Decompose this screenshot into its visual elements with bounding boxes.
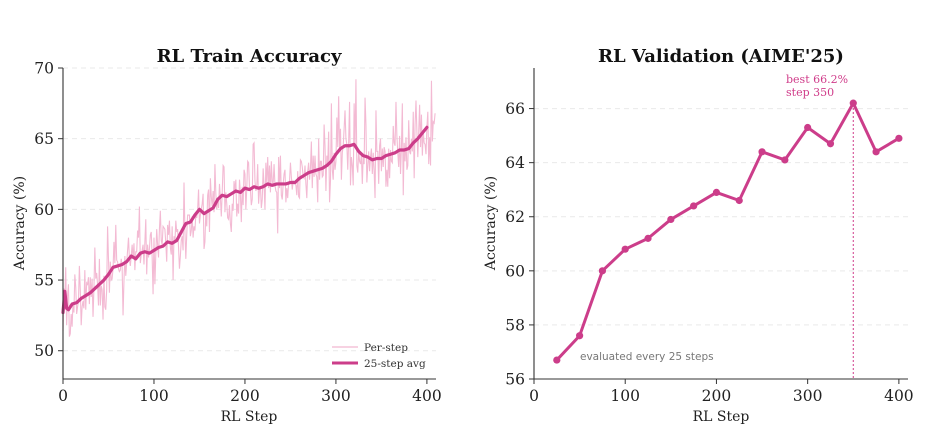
- legend-per-step-label: Per-step: [364, 342, 408, 354]
- validation-line: [555, 101, 900, 362]
- right-y-ticks: 56 58 60 62 64 66: [505, 100, 534, 389]
- validation-point: [758, 148, 766, 156]
- right-ytick-label: 64: [505, 154, 525, 172]
- left-grid: [63, 67, 436, 352]
- validation-point: [553, 356, 561, 364]
- legend-avg-label: 25-step avg: [364, 358, 426, 370]
- right-ytick-label: 66: [505, 100, 525, 118]
- validation-point: [576, 332, 584, 340]
- right-xtick-label: 300: [793, 387, 823, 405]
- left-xtick-label: 400: [412, 387, 442, 405]
- right-ytick-label: 60: [505, 262, 525, 280]
- right-ytick-label: 56: [505, 371, 525, 389]
- left-avg-series: [61, 125, 429, 315]
- left-per-step-series: [62, 79, 436, 337]
- left-ytick-label: 65: [34, 130, 54, 148]
- best-annotation-line2: step 350: [786, 86, 834, 99]
- validation-point: [598, 267, 607, 275]
- right-x-ticks: 0 100 200 300 400: [529, 379, 914, 405]
- validation-point: [667, 215, 675, 224]
- left-ytick-label: 50: [34, 342, 54, 360]
- left-y-ticks: 50 55 60 65 70: [34, 60, 63, 360]
- right-xtick-label: 400: [884, 387, 914, 405]
- right-series: [553, 99, 903, 364]
- left-legend: Per-step 25-step avg: [332, 342, 426, 370]
- left-title: RL Train Accuracy: [157, 46, 342, 67]
- left-axes: [62, 68, 436, 380]
- validation-point: [849, 99, 857, 107]
- best-annotation-line1: best 66.2%: [786, 73, 848, 86]
- validation-point: [712, 188, 721, 196]
- eval-frequency-note: evaluated every 25 steps: [580, 351, 714, 363]
- left-ytick-label: 70: [34, 60, 54, 78]
- validation-point: [735, 196, 743, 205]
- validation-chart: RL Validation (AIME'25) 0 100 200 300 400 56…: [483, 46, 914, 425]
- left-ytick-label: 60: [34, 201, 54, 219]
- validation-point: [644, 234, 652, 242]
- validation-point: [895, 134, 903, 142]
- right-xlabel: RL Step: [693, 409, 750, 425]
- validation-point: [826, 140, 835, 148]
- right-ytick-label: 62: [505, 208, 525, 226]
- right-xtick-label: 200: [702, 387, 732, 405]
- right-xtick-label: 100: [610, 387, 640, 405]
- left-xtick-label: 0: [58, 387, 68, 405]
- validation-point: [872, 148, 880, 156]
- left-x-ticks: 0 100 200 300 400: [58, 379, 442, 405]
- validation-point: [804, 123, 812, 132]
- validation-point: [781, 156, 789, 164]
- right-ytick-label: 58: [505, 316, 525, 334]
- right-grid: [534, 108, 908, 380]
- right-xtick-label: 0: [529, 387, 539, 405]
- per-step-line: [62, 79, 436, 337]
- left-xtick-label: 200: [230, 387, 260, 405]
- validation-point: [690, 202, 698, 210]
- right-title: RL Validation (AIME'25): [598, 46, 844, 67]
- train-accuracy-chart: RL Train Accuracy 0 100 200 300 400 50 55 60 65…: [12, 46, 442, 425]
- left-xlabel: RL Step: [221, 409, 278, 425]
- left-ytick-label: 55: [34, 272, 54, 290]
- left-xtick-label: 100: [139, 387, 169, 405]
- right-ylabel: Accuracy (%): [483, 176, 499, 271]
- left-xtick-label: 300: [321, 387, 351, 405]
- avg-line: [61, 125, 429, 315]
- left-ylabel: Accuracy (%): [12, 176, 28, 271]
- right-axes: [533, 68, 908, 380]
- validation-point: [621, 245, 629, 253]
